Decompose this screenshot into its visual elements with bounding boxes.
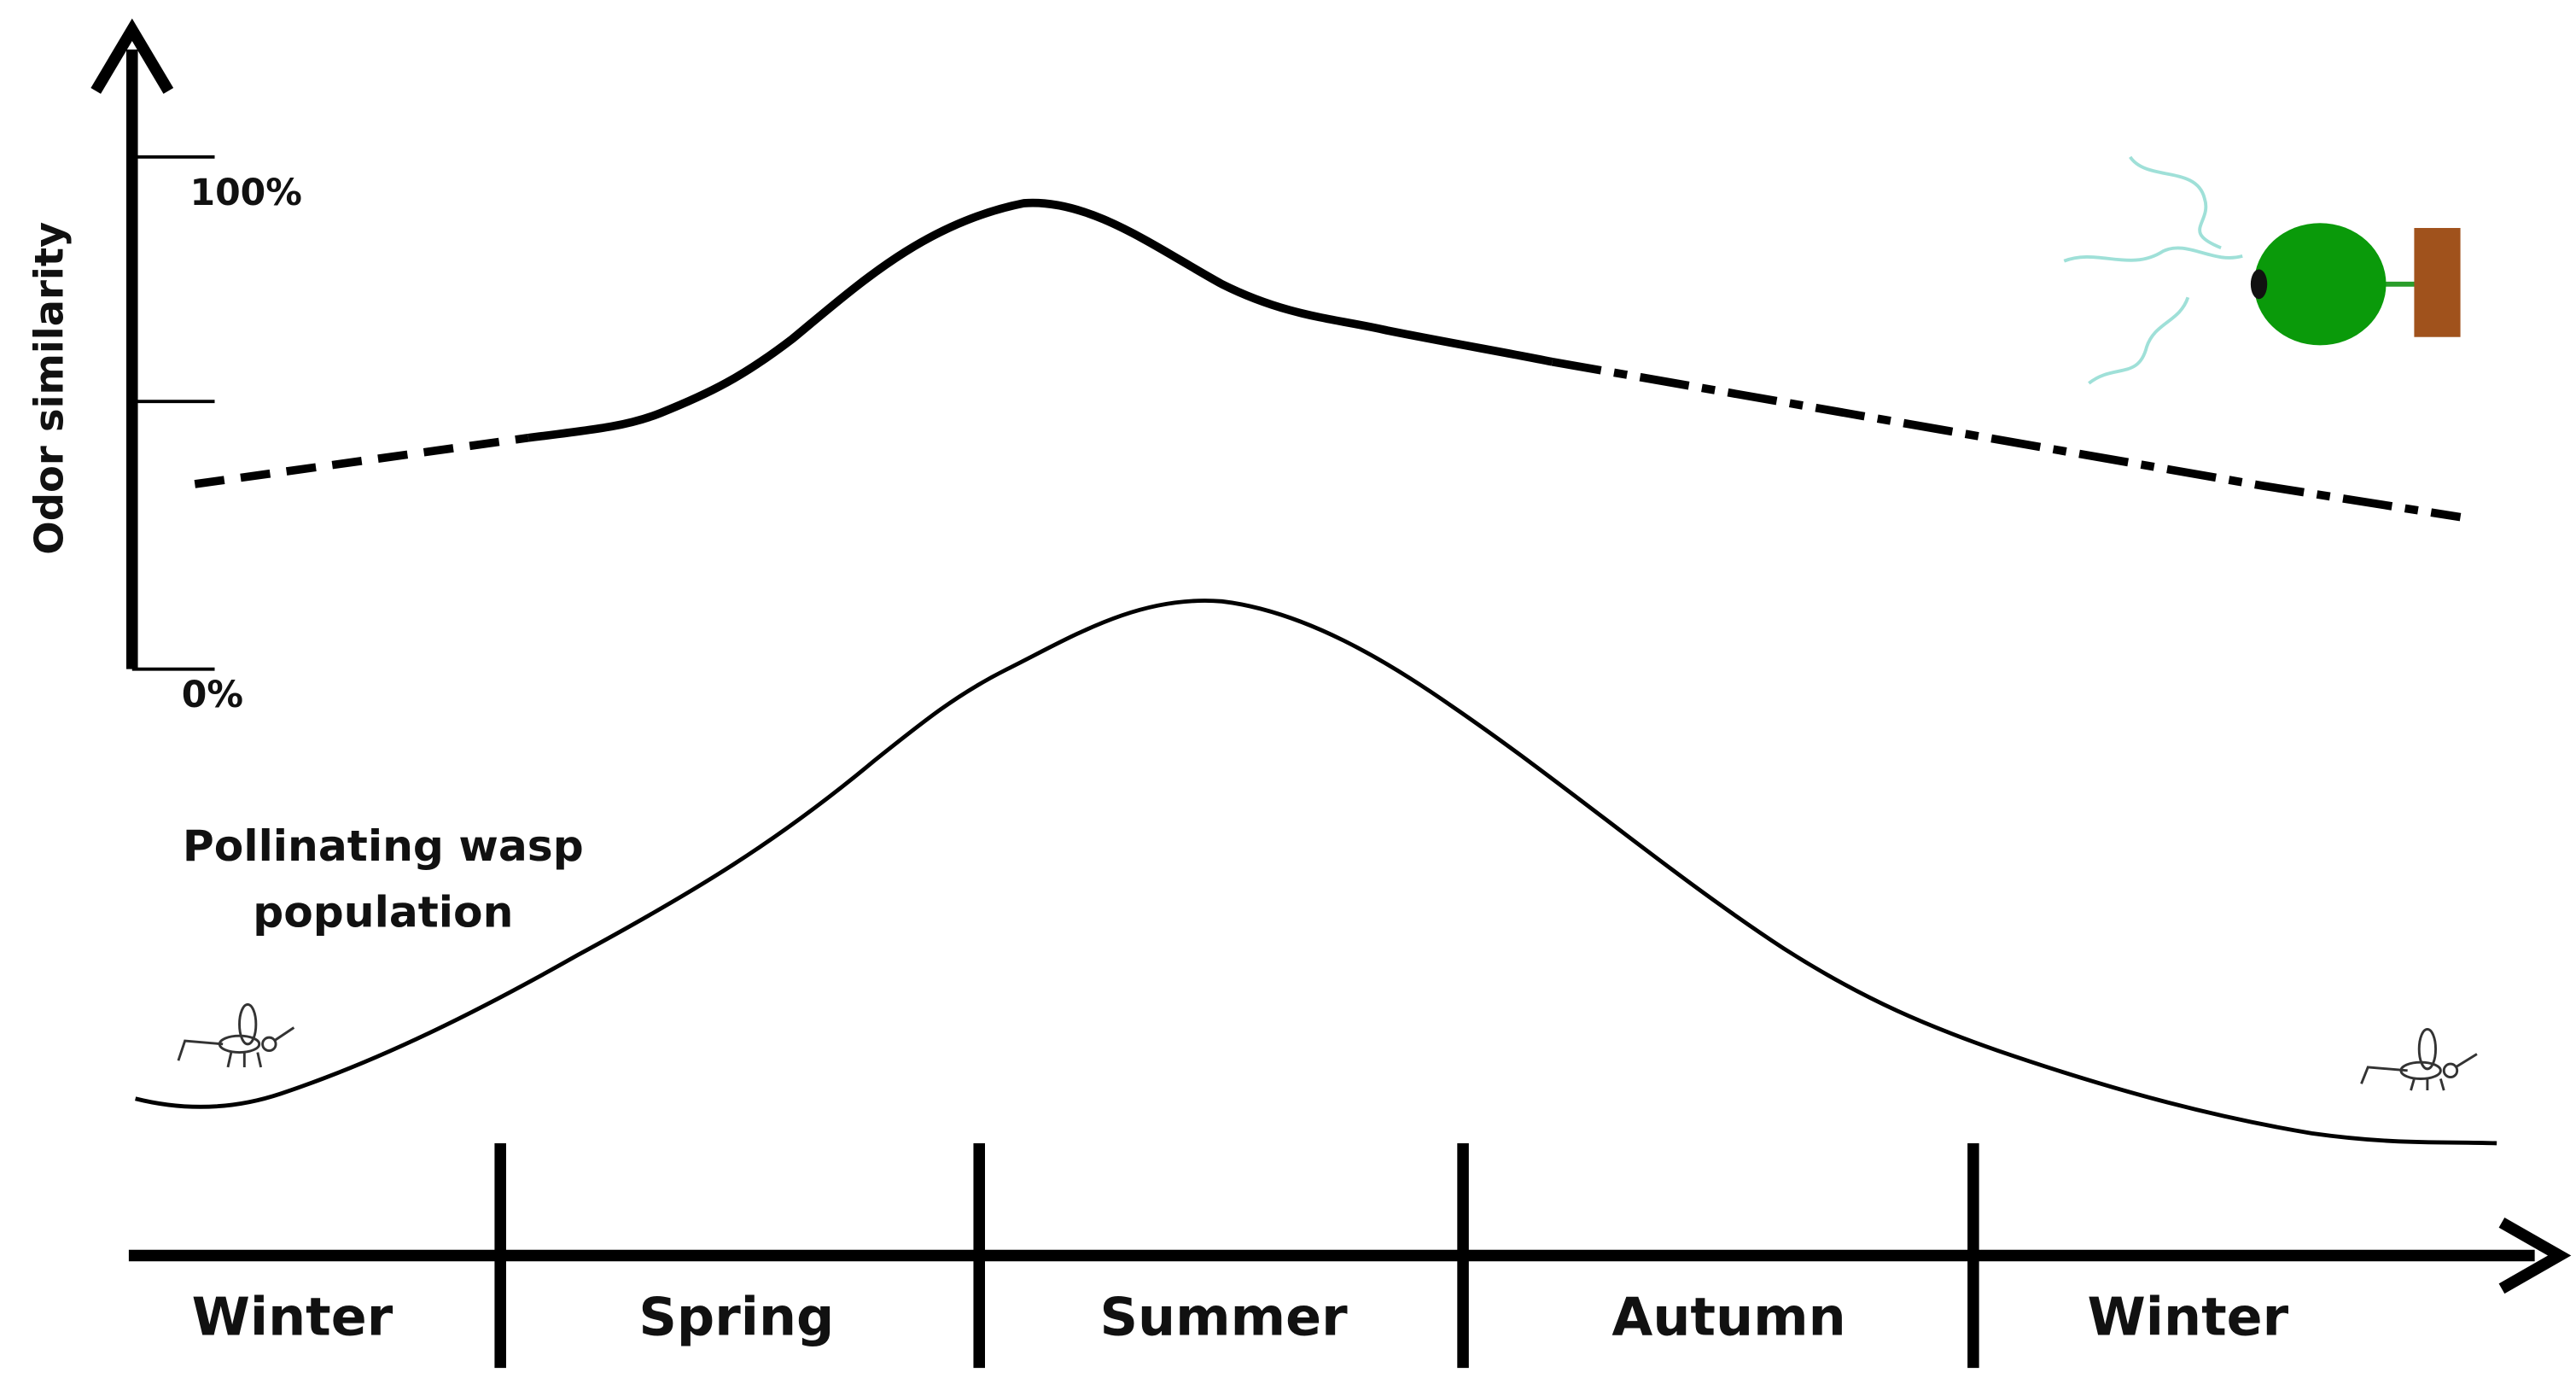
- fig-icon: [2063, 155, 2461, 385]
- wasp-curve: [135, 599, 2497, 1146]
- y-bottom-label: 0%: [182, 674, 243, 716]
- season-label: Winter: [2088, 1286, 2289, 1347]
- y-axis-label: Odor similarity: [26, 222, 73, 555]
- y-top-label: 100%: [189, 172, 301, 214]
- season-label: Spring: [638, 1286, 834, 1347]
- season-dividers: [494, 1142, 1979, 1369]
- annotation-line: population: [253, 886, 513, 937]
- season-label: Autumn: [1611, 1286, 1845, 1347]
- annotation-line: Pollinating wasp: [183, 821, 584, 871]
- odor-curve-dashed: [1551, 357, 2462, 522]
- wasp-icon: [2360, 1027, 2478, 1091]
- y-axis-arrow: [90, 18, 174, 94]
- odor-curve-dashed: [194, 433, 529, 488]
- season-label: Summer: [1099, 1286, 1348, 1347]
- odor-curve-solid: [527, 198, 1553, 442]
- season-label: Winter: [192, 1286, 393, 1347]
- x-axis-arrow: [2498, 1217, 2572, 1294]
- wasp-icon: [177, 1002, 295, 1068]
